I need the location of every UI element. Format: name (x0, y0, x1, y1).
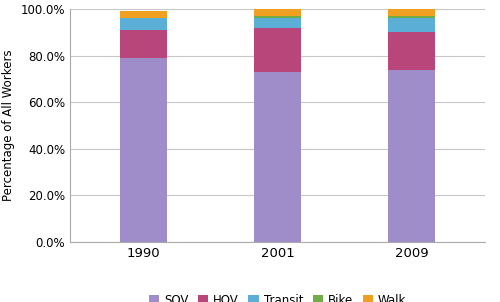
Y-axis label: Percentage of All Workers: Percentage of All Workers (2, 50, 15, 201)
Bar (120, 30, 167, 58)
Bar (254, 28, 301, 72)
Legend: SOV, HOV, Transit, Bike, Walk: SOV, HOV, Transit, Bike, Walk (144, 289, 411, 302)
Bar (120, 11, 167, 18)
Bar (388, 16, 435, 18)
Bar (120, 58, 167, 242)
Bar (388, 32, 435, 69)
Bar (254, 16, 301, 18)
Bar (388, 9, 435, 16)
Bar (388, 18, 435, 32)
Bar (120, 18, 167, 30)
Bar (388, 69, 435, 242)
Bar (254, 72, 301, 242)
Bar (254, 9, 301, 16)
Bar (254, 18, 301, 28)
